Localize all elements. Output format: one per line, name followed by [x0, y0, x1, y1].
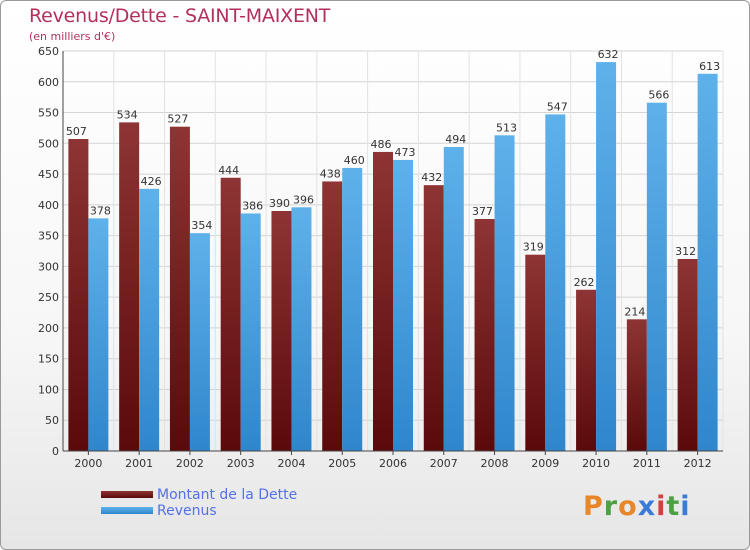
- x-tick-label: 2009: [531, 457, 559, 470]
- x-tick-label: 2007: [430, 457, 458, 470]
- y-tick-label: 650: [38, 45, 59, 58]
- proxiti-logo: Proxiti: [583, 491, 691, 522]
- data-label-revenus: 494: [445, 133, 466, 146]
- data-label-revenus: 613: [699, 60, 720, 73]
- bar-revenus: [291, 207, 312, 451]
- bar-revenus: [443, 147, 464, 451]
- bar-revenus: [139, 188, 160, 451]
- data-label-revenus: 473: [395, 146, 416, 159]
- bar-dette: [68, 139, 89, 451]
- y-tick-label: 200: [38, 322, 59, 335]
- bar-revenus: [545, 114, 566, 451]
- x-tick-label: 2010: [582, 457, 610, 470]
- data-label-dette: 527: [167, 113, 188, 126]
- y-tick-label: 250: [38, 291, 59, 304]
- bar-dette: [271, 211, 292, 451]
- bar-dette: [119, 122, 140, 451]
- bar-dette: [525, 254, 546, 451]
- chart-title: Revenus/Dette - SAINT-MAIXENT: [29, 5, 331, 27]
- x-tick-label: 2000: [74, 457, 102, 470]
- bar-dette: [322, 181, 343, 451]
- bar-revenus: [240, 213, 261, 451]
- data-label-revenus: 460: [344, 154, 365, 167]
- y-tick-label: 100: [38, 383, 59, 396]
- data-label-dette: 377: [472, 205, 493, 218]
- data-label-revenus: 378: [90, 204, 111, 217]
- bar-revenus: [393, 159, 413, 451]
- logo-letter: t: [666, 491, 681, 522]
- data-label-dette: 262: [574, 276, 595, 289]
- y-tick-label: 400: [38, 199, 59, 212]
- data-label-revenus: 513: [496, 121, 517, 134]
- data-label-dette: 390: [269, 197, 290, 210]
- x-tick-label: 2002: [176, 457, 204, 470]
- bar-dette: [423, 185, 444, 451]
- y-tick-label: 350: [38, 230, 59, 243]
- y-tick-label: 500: [38, 137, 59, 150]
- bar-revenus: [494, 135, 515, 452]
- legend-swatch-dette: [101, 490, 153, 498]
- data-label-revenus: 386: [242, 199, 263, 212]
- chart-subtitle: (en milliers d'€): [29, 30, 116, 43]
- y-tick-label: 50: [45, 414, 59, 427]
- data-label-dette: 432: [421, 171, 442, 184]
- y-tick-label: 150: [38, 353, 59, 366]
- data-label-dette: 214: [624, 305, 645, 318]
- legend-item-dette: Montant de la Dette: [101, 487, 297, 503]
- y-tick-label: 550: [38, 107, 59, 120]
- data-label-revenus: 632: [598, 48, 619, 61]
- bar-dette: [626, 319, 647, 451]
- data-label-dette: 534: [117, 108, 138, 121]
- y-tick-label: 300: [38, 260, 59, 273]
- y-tick-label: 450: [38, 168, 59, 181]
- legend-label-revenus: Revenus: [157, 503, 217, 519]
- bar-revenus: [342, 167, 363, 451]
- bar-dette: [576, 289, 597, 451]
- logo-letter: x: [637, 491, 657, 522]
- data-label-dette: 438: [320, 167, 341, 180]
- data-label-dette: 319: [523, 241, 544, 254]
- bar-dette: [677, 259, 698, 451]
- logo-letter: i: [656, 491, 667, 522]
- bar-dette: [220, 177, 241, 451]
- data-label-revenus: 396: [293, 193, 314, 206]
- x-tick-label: 2012: [684, 457, 712, 470]
- y-tick-label: 600: [38, 76, 59, 89]
- bar-dette: [169, 126, 190, 451]
- bar-dette: [474, 219, 495, 451]
- bar-revenus: [596, 62, 617, 451]
- logo-letter: r: [603, 491, 619, 522]
- x-tick-label: 2006: [379, 457, 407, 470]
- data-label-dette: 486: [371, 138, 392, 151]
- legend-item-revenus: Revenus: [101, 503, 297, 519]
- x-tick-label: 2008: [481, 457, 509, 470]
- logo-letter: o: [618, 491, 638, 522]
- logo-letter: P: [583, 491, 604, 522]
- bar-dette: [373, 151, 393, 451]
- data-label-revenus: 566: [648, 89, 669, 102]
- data-label-revenus: 354: [191, 219, 212, 232]
- data-label-dette: 444: [218, 164, 239, 177]
- legend-label-dette: Montant de la Dette: [157, 487, 298, 503]
- x-tick-label: 2005: [328, 457, 356, 470]
- bar-revenus: [88, 218, 109, 451]
- legend-swatch-revenus: [101, 506, 153, 514]
- data-label-dette: 507: [66, 125, 87, 138]
- bar-revenus: [189, 233, 210, 451]
- x-tick-label: 2003: [227, 457, 255, 470]
- data-label-revenus: 426: [141, 175, 162, 188]
- data-label-dette: 312: [675, 245, 696, 258]
- data-label-revenus: 547: [547, 100, 568, 113]
- x-tick-label: 2004: [277, 457, 305, 470]
- y-tick-label: 0: [52, 445, 59, 458]
- bar-revenus: [646, 102, 667, 451]
- logo-letter: i: [680, 491, 691, 522]
- bar-revenus: [697, 73, 718, 452]
- x-tick-label: 2011: [633, 457, 661, 470]
- x-tick-label: 2001: [125, 457, 153, 470]
- chart-legend: Montant de la Dette Revenus: [101, 487, 297, 519]
